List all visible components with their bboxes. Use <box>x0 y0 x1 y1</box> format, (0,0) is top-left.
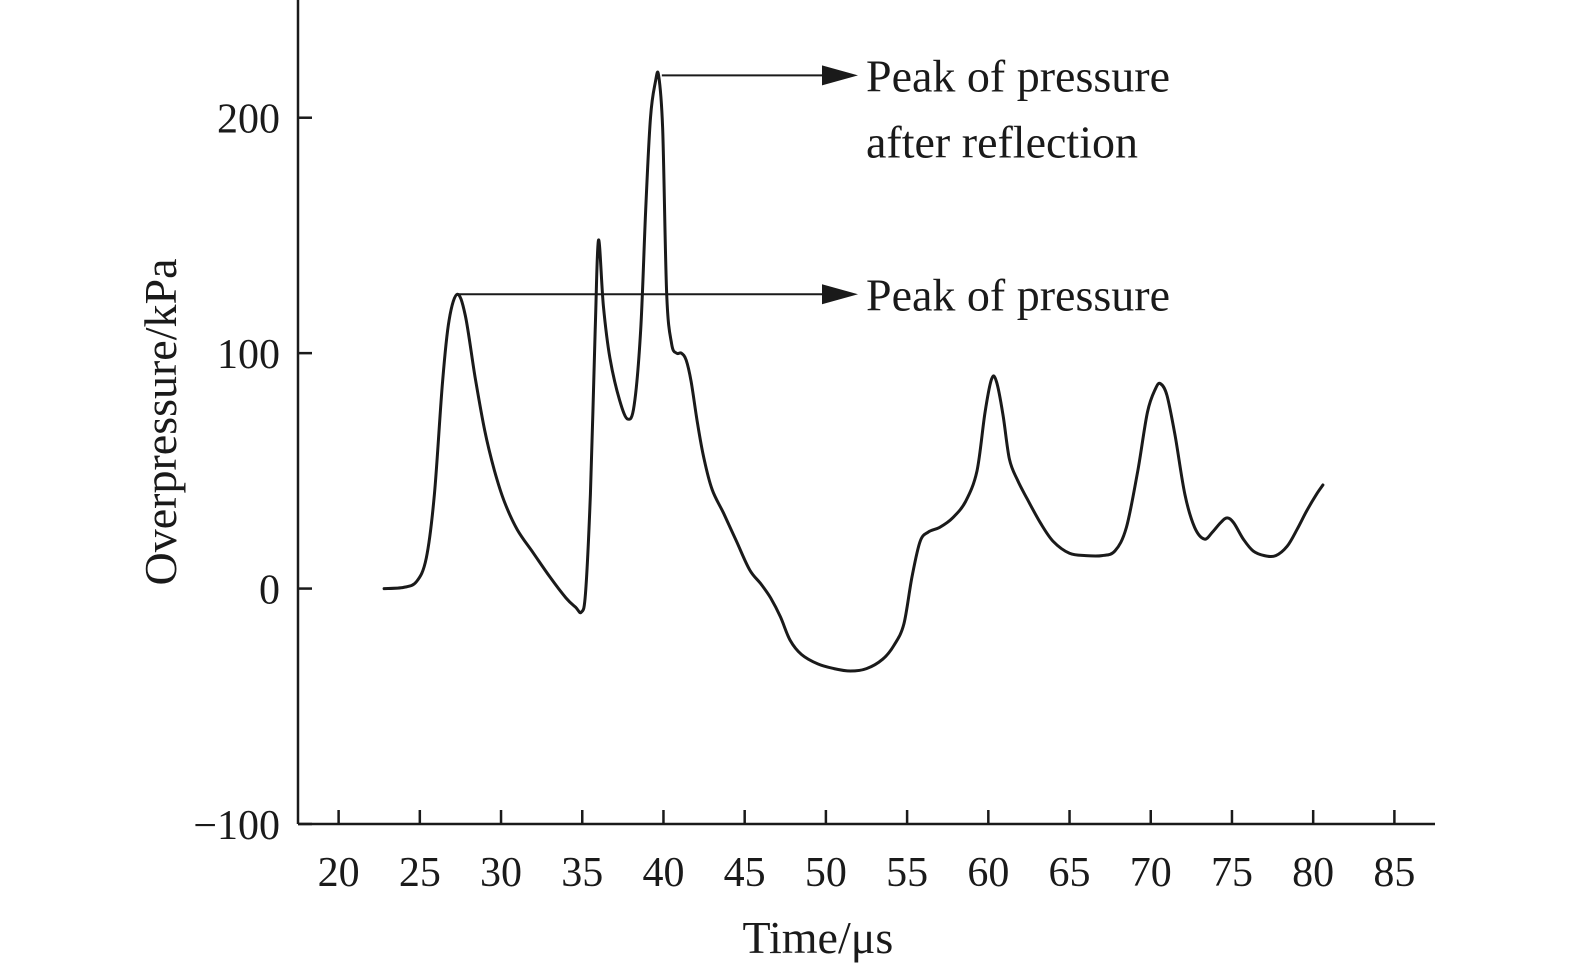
y-tick-label: 0 <box>259 568 280 614</box>
series-layer <box>382 70 1325 673</box>
x-tick-label: 60 <box>967 850 1009 896</box>
axes <box>296 0 1435 826</box>
x-tick-label: 40 <box>642 850 684 896</box>
x-tick-label: 20 <box>318 850 360 896</box>
y-axis-title: Overpressure/kPa <box>135 258 186 585</box>
x-tick-label: 80 <box>1292 850 1334 896</box>
y-tick-label: 200 <box>217 97 280 143</box>
annotation-layer: Peak of pressure after reflection Peak of … <box>457 50 1170 320</box>
y-ticks: −100 0 100 200 <box>193 97 312 849</box>
annotation-arrowhead <box>822 284 858 305</box>
x-ticks: 20 25 30 35 40 45 50 55 60 65 70 75 80 85 <box>318 810 1415 896</box>
x-tick-label: 25 <box>399 850 441 896</box>
y-tick-label: −100 <box>193 803 280 849</box>
annotation-text: after reflection <box>866 116 1138 167</box>
x-tick-label: 85 <box>1373 850 1415 896</box>
x-tick-label: 70 <box>1130 850 1172 896</box>
x-tick-label: 75 <box>1211 850 1253 896</box>
x-tick-label: 55 <box>886 850 928 896</box>
x-tick-label: 35 <box>561 850 603 896</box>
annotation-text: Peak of pressure <box>866 269 1170 320</box>
x-tick-label: 45 <box>724 850 766 896</box>
x-tick-label: 50 <box>805 850 847 896</box>
overpressure-series-line <box>382 70 1325 673</box>
x-tick-label: 30 <box>480 850 522 896</box>
annotation-arrowhead <box>822 65 858 86</box>
x-tick-label: 65 <box>1049 850 1091 896</box>
y-tick-label: 100 <box>217 332 280 378</box>
annotation-text: Peak of pressure <box>866 50 1170 101</box>
x-axis-title: Time/μs <box>742 912 893 963</box>
